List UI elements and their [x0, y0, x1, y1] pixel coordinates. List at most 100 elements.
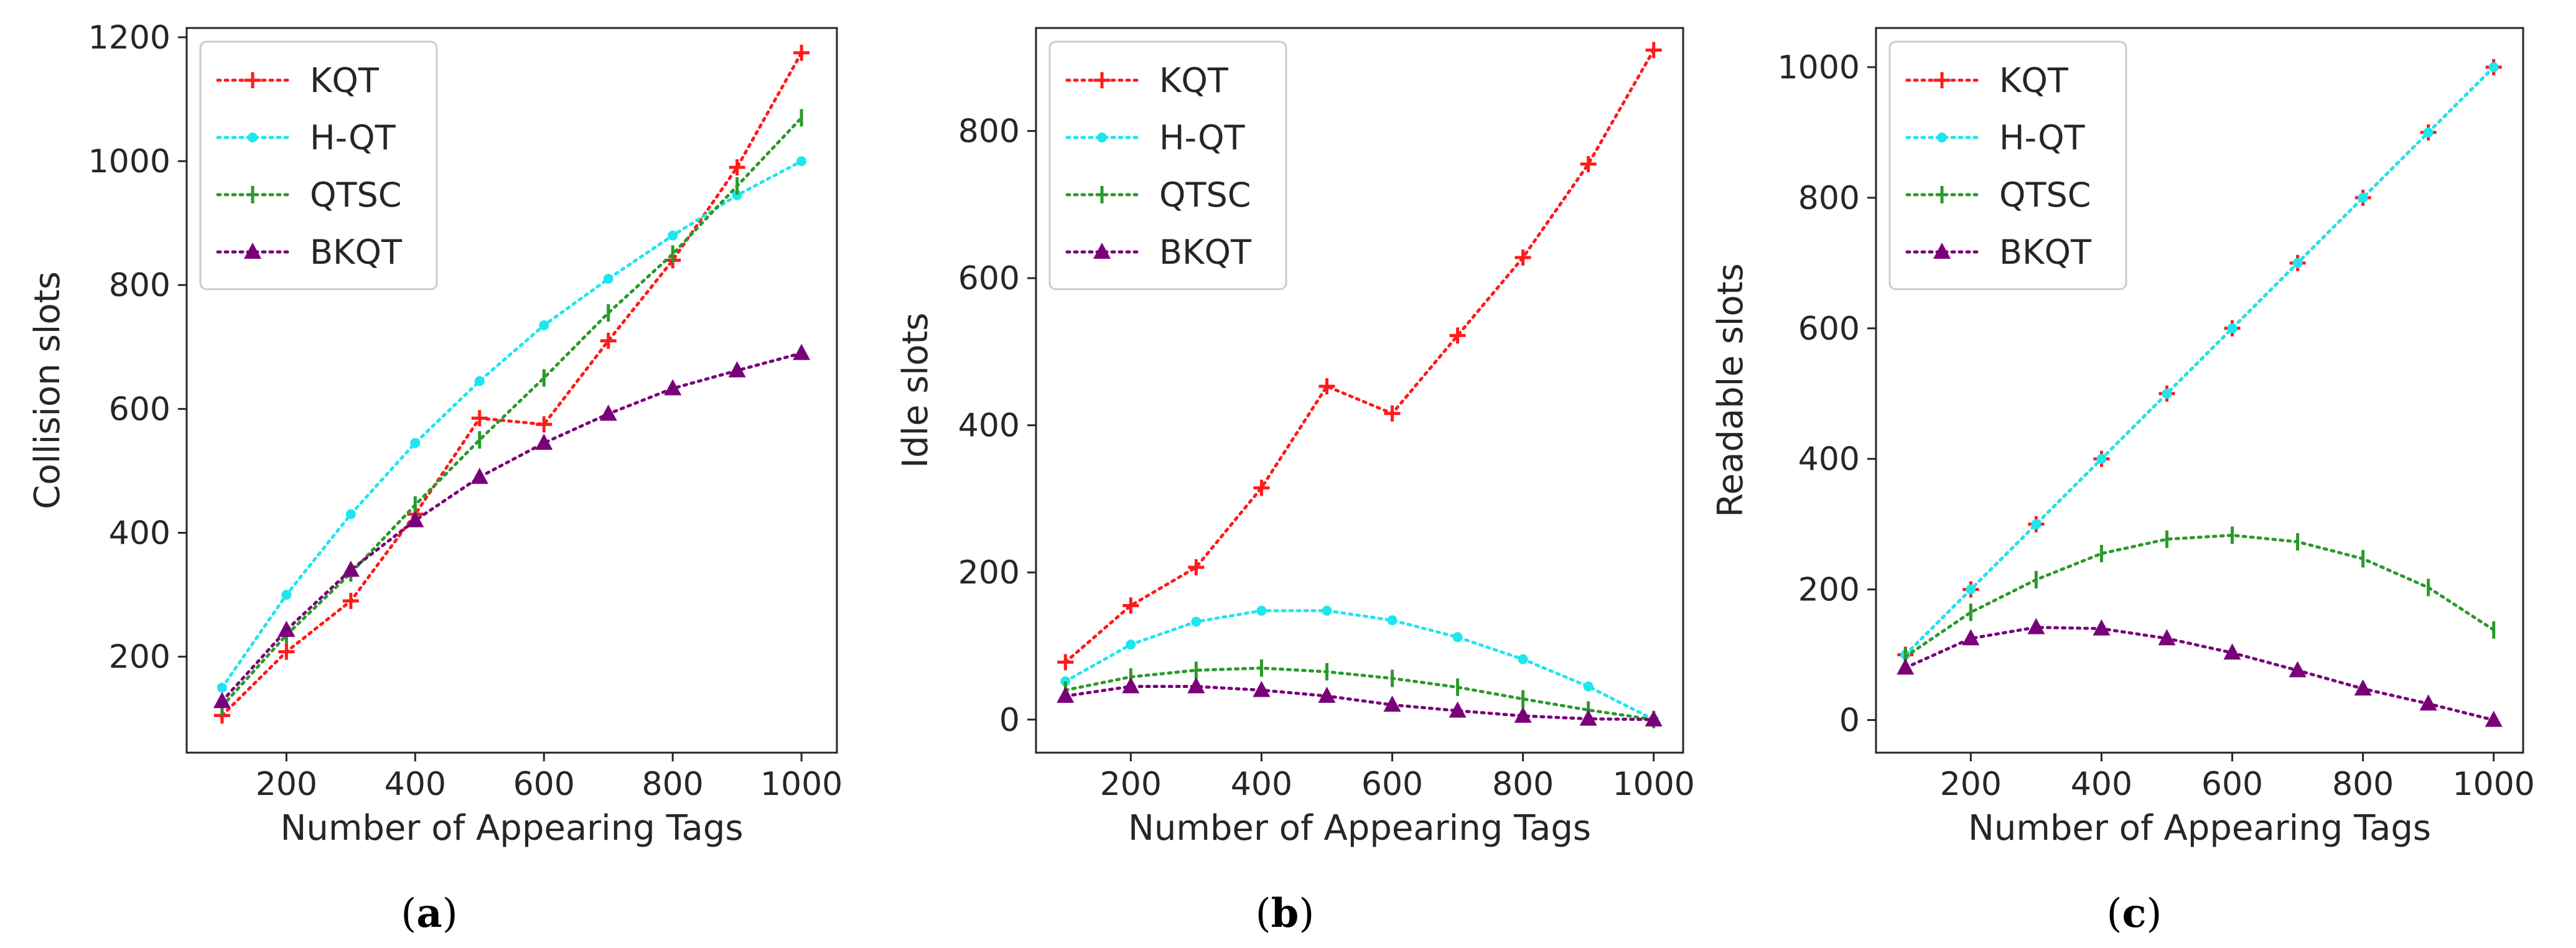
legend-label: H-QT — [1999, 118, 2086, 157]
legend-label: QTSC — [310, 175, 401, 215]
data-point — [1057, 654, 1074, 671]
caption-letter: a — [416, 890, 442, 937]
legend-label: BKQT — [310, 233, 403, 272]
panel-a: 200 400 600 800 1000 200 400 600 800 1000 1200 Numb… — [27, 19, 842, 937]
series-line — [1063, 609, 1656, 722]
legend-item-bkqt: BKQT — [216, 233, 403, 272]
series-h-qt — [217, 156, 807, 693]
legend-marker — [1097, 132, 1107, 142]
legend-item-bkqt: BKQT — [1065, 233, 1252, 272]
legend-item-h-qt: H-QT — [216, 118, 396, 157]
data-point — [1126, 639, 1136, 650]
data-point — [471, 410, 488, 427]
data-point — [1452, 632, 1463, 643]
data-point — [470, 467, 488, 484]
legend-label: KQT — [310, 61, 380, 100]
data-point — [2031, 519, 2042, 529]
data-point — [1188, 559, 1205, 575]
caption-close: ) — [442, 891, 458, 937]
legend-marker — [1093, 243, 1111, 259]
data-point — [536, 416, 553, 433]
data-point — [1384, 405, 1401, 422]
data-point — [1318, 686, 1336, 703]
data-point — [342, 593, 359, 610]
plot-frame — [1035, 27, 1684, 754]
y-tick-label: 600 — [109, 391, 170, 428]
y-tick-label: 600 — [1798, 310, 1860, 348]
x-tick-label: 1000 — [760, 766, 842, 803]
data-point — [1579, 709, 1597, 726]
x-tick-label: 600 — [1361, 766, 1423, 803]
data-point — [474, 376, 485, 386]
y-tick-label: 400 — [958, 407, 1020, 445]
data-point — [2358, 192, 2368, 203]
data-point — [796, 156, 807, 167]
legend-label: H-QT — [1159, 118, 1246, 157]
y-tick-label: 600 — [958, 260, 1020, 297]
caption-letter: b — [1271, 890, 1299, 937]
legend-label: BKQT — [1999, 233, 2092, 272]
data-point — [2289, 661, 2307, 677]
caption-letter: c — [2122, 890, 2147, 937]
data-point — [1645, 42, 1662, 58]
series-qtsc — [1903, 526, 2496, 666]
data-point — [539, 320, 549, 330]
y-axis-label: Readable slots — [1710, 263, 1751, 518]
data-point — [1583, 681, 1594, 692]
data-point — [1449, 327, 1466, 344]
data-point — [600, 332, 617, 349]
data-point — [281, 590, 292, 600]
series-line — [220, 351, 803, 703]
series-line — [220, 116, 803, 708]
y-tick-label: 800 — [1798, 180, 1860, 217]
data-point — [1322, 605, 1332, 616]
data-point — [668, 230, 678, 241]
legend: KQT H-QT QTSC BKQT — [1888, 40, 2127, 290]
y-tick-label: 800 — [958, 113, 1020, 151]
data-point — [1645, 710, 1663, 727]
series-qtsc — [220, 109, 803, 715]
data-point — [1122, 597, 1139, 614]
data-point — [2354, 679, 2372, 696]
caption-open: ( — [2107, 891, 2122, 937]
data-point — [1966, 584, 1976, 595]
y-tick-label: 1000 — [88, 143, 170, 180]
data-point — [1580, 156, 1597, 172]
x-axis-label: Number of Appearing Tags — [1128, 808, 1591, 848]
data-point — [2096, 453, 2107, 464]
x-tick-label: 1000 — [2453, 766, 2535, 803]
series-kqt — [1057, 42, 1662, 671]
legend-marker — [1934, 72, 1950, 88]
series-line — [1903, 533, 2496, 659]
y-axis-label: Idle slots — [895, 312, 936, 468]
data-point — [410, 438, 421, 448]
data-point — [732, 190, 742, 200]
y-tick-label: 400 — [109, 515, 170, 552]
legend-label: H-QT — [310, 118, 396, 157]
series-line — [220, 159, 803, 689]
data-point — [2158, 629, 2176, 646]
panel-b: 200 400 600 800 1000 0 200 400 600 800 Number of A… — [895, 27, 1695, 937]
caption-close: ) — [2146, 891, 2162, 937]
plot-frame — [1875, 27, 2524, 754]
data-point — [1449, 701, 1467, 718]
data-point — [535, 434, 553, 450]
y-tick-label: 200 — [1798, 572, 1860, 609]
legend-marker — [1094, 72, 1110, 88]
series-line — [1063, 48, 1656, 664]
data-point — [1122, 677, 1140, 694]
legend-item-qtsc: QTSC — [1905, 175, 2091, 215]
legend-item-h-qt: H-QT — [1905, 118, 2086, 157]
x-tick-label: 800 — [2332, 766, 2394, 803]
data-point — [342, 560, 360, 577]
x-tick-label: 600 — [513, 766, 575, 803]
data-point — [1191, 616, 1202, 627]
panel-caption: (c) — [2107, 890, 2162, 937]
data-point — [599, 404, 617, 421]
legend-marker — [1933, 243, 1951, 259]
data-point — [2419, 694, 2437, 711]
legend-item-kqt: KQT — [1905, 61, 2069, 100]
panel-caption: (b) — [1256, 890, 1315, 937]
legend: KQT H-QT QTSC BKQT — [199, 40, 438, 290]
data-point — [1518, 654, 1528, 664]
